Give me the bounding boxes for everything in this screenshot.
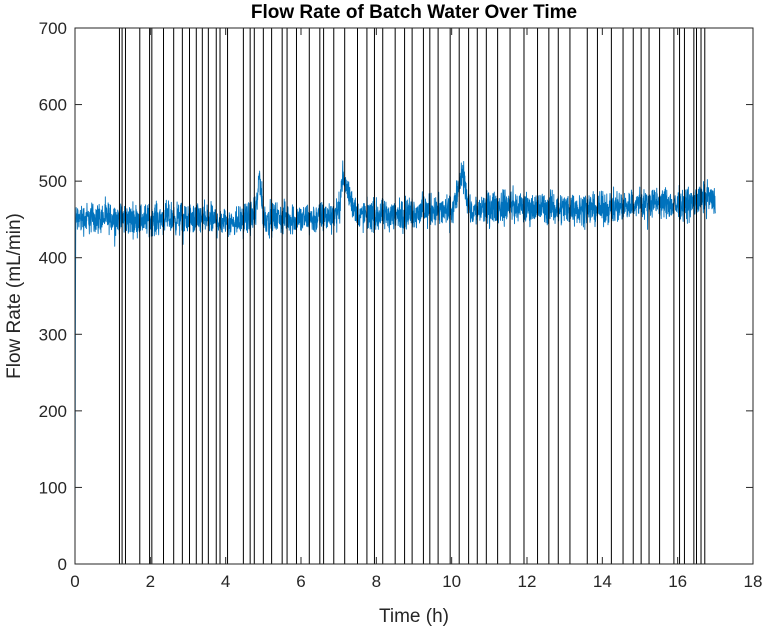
x-tick-label: 14 [593, 572, 612, 591]
x-tick-label: 8 [372, 572, 381, 591]
y-tick-label: 600 [39, 96, 67, 115]
x-tick-label: 2 [146, 572, 155, 591]
x-tick-label: 16 [668, 572, 687, 591]
x-axis-label: Time (h) [379, 606, 449, 627]
y-tick-label: 0 [58, 555, 67, 574]
x-tick-label: 18 [744, 572, 763, 591]
x-tick-label: 12 [518, 572, 537, 591]
vertical-lines-layer [118, 28, 706, 564]
axes-box [74, 27, 754, 565]
chart-title: Flow Rate of Batch Water Over Time [251, 2, 577, 23]
y-tick-label: 300 [39, 325, 67, 344]
y-tick-label: 700 [39, 19, 67, 38]
y-tick-label: 200 [39, 402, 67, 421]
axes-layer [74, 27, 754, 565]
y-tick-label: 100 [39, 478, 67, 497]
y-tick-label: 500 [39, 172, 67, 191]
labels-layer: 0 2 4 6 8 10 12 14 16 18 0 100 200 300 400 500 600 700 [39, 19, 763, 591]
x-tick-label: 0 [70, 572, 79, 591]
y-tick-label: 400 [39, 249, 67, 268]
x-tick-label: 10 [442, 572, 461, 591]
x-tick-label: 4 [221, 572, 230, 591]
x-tick-label: 6 [296, 572, 305, 591]
plot-area [75, 28, 753, 564]
y-axis-label: Flow Rate (mL/min) [4, 213, 25, 379]
